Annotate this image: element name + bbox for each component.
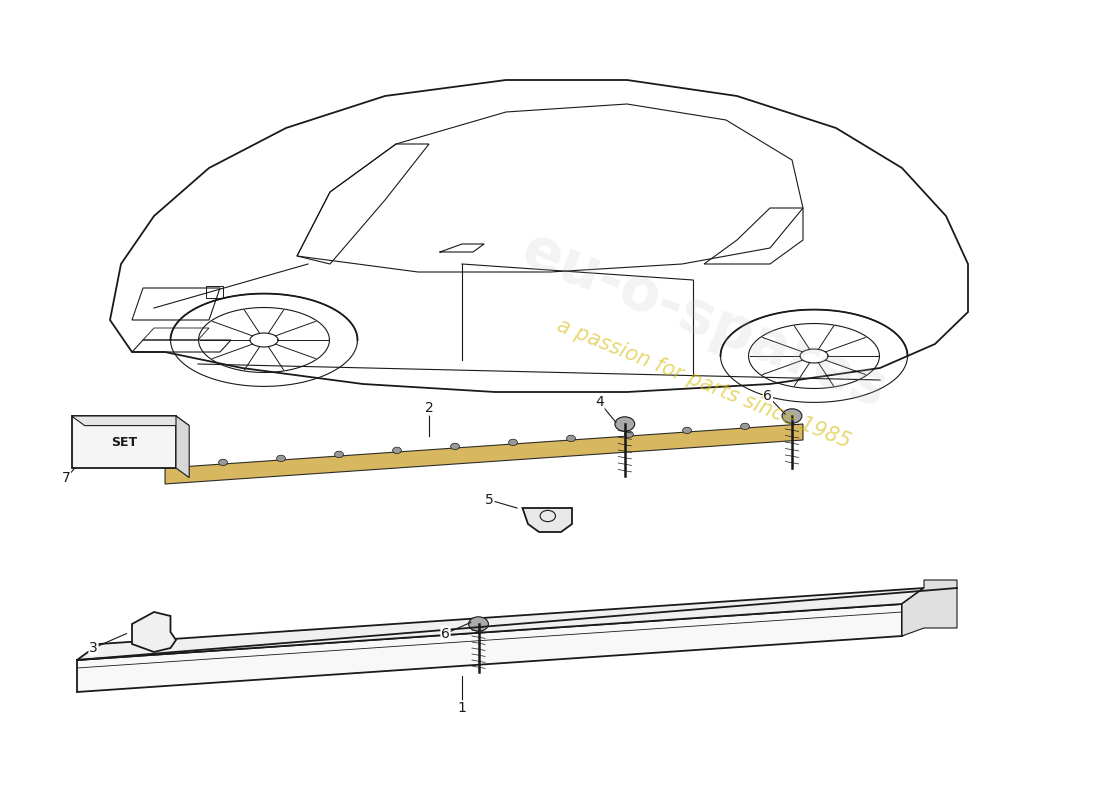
- Circle shape: [625, 431, 634, 438]
- Circle shape: [334, 451, 343, 458]
- Polygon shape: [902, 580, 957, 636]
- Circle shape: [740, 423, 749, 430]
- Polygon shape: [132, 612, 176, 652]
- Polygon shape: [165, 424, 803, 484]
- Circle shape: [219, 459, 228, 466]
- Text: SET: SET: [111, 435, 136, 449]
- Text: 4: 4: [595, 395, 604, 410]
- Text: 6: 6: [763, 389, 772, 403]
- Circle shape: [451, 443, 460, 450]
- Polygon shape: [522, 508, 572, 532]
- Circle shape: [566, 435, 575, 442]
- Circle shape: [469, 617, 488, 631]
- Text: 1: 1: [458, 701, 466, 715]
- Polygon shape: [77, 604, 902, 692]
- Polygon shape: [902, 588, 924, 636]
- Text: 2: 2: [425, 401, 433, 415]
- Polygon shape: [72, 416, 189, 426]
- Polygon shape: [77, 588, 924, 660]
- FancyBboxPatch shape: [72, 416, 176, 468]
- Text: eu-o-spares: eu-o-spares: [514, 221, 894, 419]
- Circle shape: [615, 417, 635, 431]
- Text: 3: 3: [89, 641, 98, 655]
- Text: 7: 7: [62, 471, 70, 486]
- Text: 6: 6: [441, 626, 450, 641]
- Circle shape: [276, 455, 285, 462]
- Circle shape: [683, 427, 692, 434]
- Circle shape: [782, 409, 802, 423]
- Polygon shape: [176, 416, 189, 478]
- Text: 5: 5: [485, 493, 494, 507]
- Text: a passion for parts since 1985: a passion for parts since 1985: [554, 316, 854, 452]
- Circle shape: [508, 439, 517, 446]
- Circle shape: [393, 447, 402, 454]
